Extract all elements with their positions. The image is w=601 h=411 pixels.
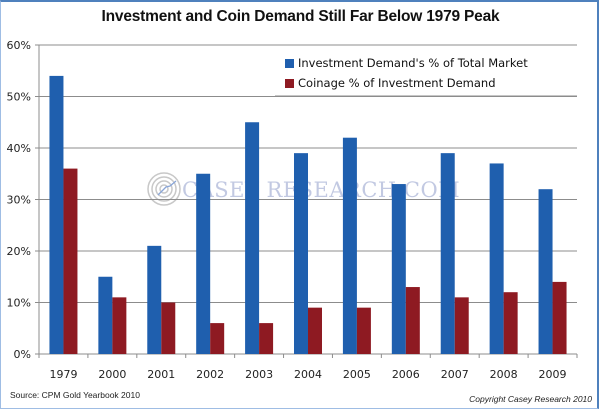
bar-investment bbox=[49, 75, 64, 355]
legend-swatch-coinage bbox=[285, 78, 294, 88]
bar-coinage bbox=[210, 323, 225, 354]
bar-coinage bbox=[259, 323, 274, 354]
bar-coinage bbox=[112, 297, 127, 354]
x-tick-label: 2004 bbox=[294, 368, 322, 381]
x-tick-label: 2001 bbox=[147, 368, 175, 381]
bar-coinage bbox=[356, 307, 371, 354]
x-tick-label: 2005 bbox=[343, 368, 371, 381]
bar-investment bbox=[294, 153, 308, 354]
chart-title: Investment and Coin Demand Still Far Bel… bbox=[101, 8, 500, 25]
y-tick-label: 30% bbox=[7, 194, 31, 207]
bar-coinage bbox=[161, 302, 176, 354]
x-tick-label: 2002 bbox=[196, 368, 224, 381]
bar-investment bbox=[391, 184, 406, 354]
bar-investment bbox=[440, 153, 455, 354]
copyright-note: Copyright Casey Research 2010 bbox=[469, 394, 592, 404]
bar-investment bbox=[538, 189, 553, 354]
bar-investment bbox=[489, 163, 504, 354]
y-tick-label: 0% bbox=[14, 348, 31, 361]
y-tick-label: 50% bbox=[7, 91, 31, 104]
legend: Investment Demand's % of Total Market Co… bbox=[285, 53, 528, 93]
x-tick-label: 1979 bbox=[49, 368, 77, 381]
y-tick-label: 20% bbox=[7, 245, 31, 258]
bar-coinage bbox=[552, 281, 567, 354]
y-tick-label: 10% bbox=[7, 297, 31, 310]
bar-coinage bbox=[405, 287, 420, 354]
legend-label-investment: Investment Demand's % of Total Market bbox=[298, 56, 528, 70]
bar-investment bbox=[147, 245, 162, 354]
bar-investment bbox=[342, 137, 357, 354]
x-tick-label: 2003 bbox=[245, 368, 273, 381]
legend-item-coinage: Coinage % of Investment Demand bbox=[285, 73, 528, 93]
bar-coinage bbox=[454, 297, 469, 354]
watermark: CASEY RESEARCH.COM bbox=[182, 178, 461, 202]
legend-item-investment: Investment Demand's % of Total Market bbox=[285, 53, 528, 73]
casey-research-logo-icon bbox=[147, 172, 181, 206]
bar-coinage bbox=[308, 307, 322, 354]
y-tick-label: 40% bbox=[7, 142, 31, 155]
legend-label-coinage: Coinage % of Investment Demand bbox=[298, 76, 496, 90]
source-note: Source: CPM Gold Yearbook 2010 bbox=[10, 390, 140, 400]
bar-investment bbox=[245, 122, 260, 354]
bar-investment bbox=[98, 276, 113, 354]
y-tick-label: 60% bbox=[7, 39, 31, 52]
bar-coinage bbox=[503, 292, 518, 354]
x-tick-label: 2006 bbox=[392, 368, 420, 381]
x-tick-label: 2000 bbox=[98, 368, 126, 381]
x-tick-label: 2007 bbox=[441, 368, 469, 381]
x-tick-label: 2008 bbox=[490, 368, 518, 381]
x-tick-label: 2009 bbox=[539, 368, 567, 381]
bar-investment bbox=[196, 173, 211, 354]
legend-swatch-investment bbox=[285, 58, 294, 68]
bar-coinage bbox=[63, 168, 78, 354]
